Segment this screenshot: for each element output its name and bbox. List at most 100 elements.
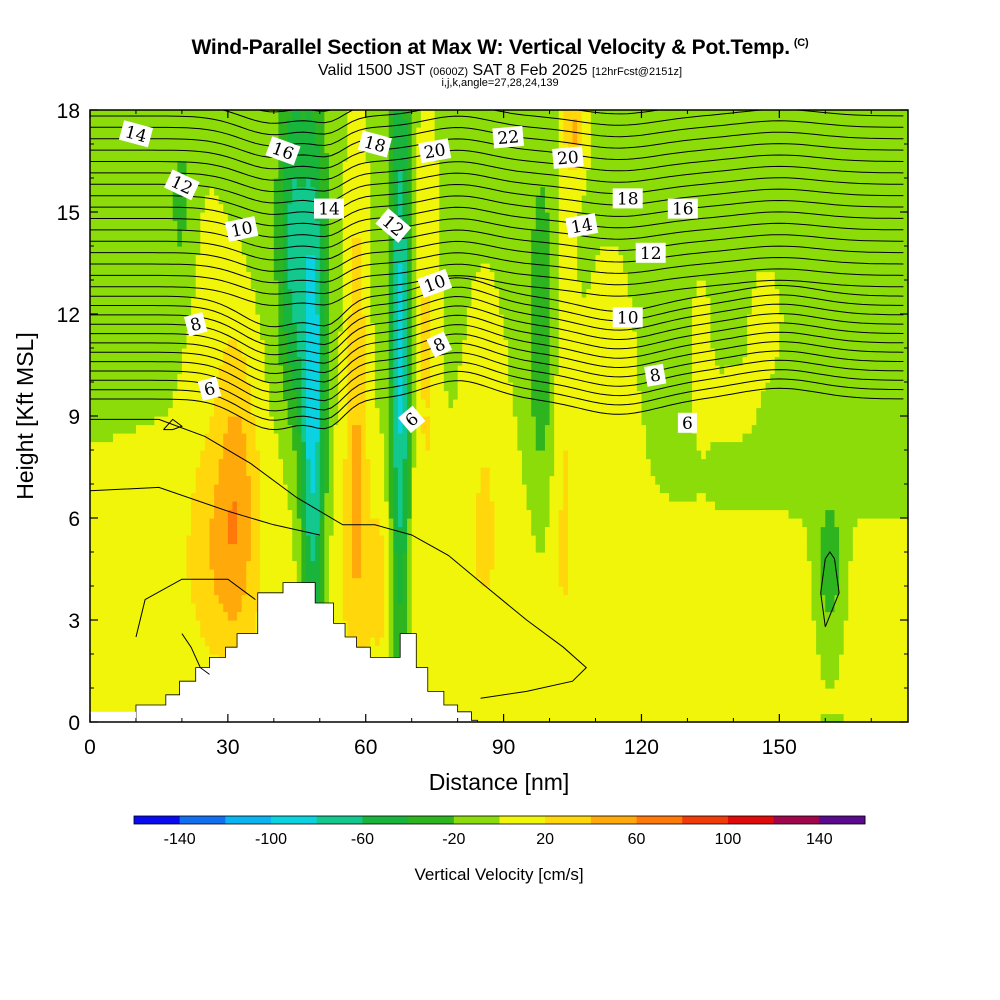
velocity-cell (296, 450, 302, 460)
velocity-cell (379, 424, 390, 434)
velocity-cell (512, 390, 532, 400)
velocity-cell (825, 509, 836, 519)
velocity-cell (319, 280, 325, 290)
velocity-cell (558, 263, 578, 273)
velocity-cell (328, 543, 344, 553)
contour-label-group: 6 (397, 405, 426, 434)
velocity-cell (558, 237, 578, 247)
velocity-cell (724, 365, 776, 375)
velocity-cell (186, 178, 275, 188)
velocity-cell (370, 492, 385, 502)
velocity-cell (324, 382, 330, 392)
contour-label-group: 10 (612, 307, 643, 328)
velocity-cell (466, 314, 505, 324)
velocity-cell (90, 365, 183, 375)
velocity-cell (416, 220, 440, 230)
velocity-cell (816, 645, 845, 655)
velocity-cell (416, 246, 440, 256)
velocity-cell (324, 263, 330, 273)
velocity-cell (333, 441, 348, 451)
velocity-cell (296, 475, 302, 485)
velocity-cell (296, 484, 302, 494)
velocity-cell (246, 450, 261, 460)
velocity-cell (287, 501, 298, 511)
velocity-cell (328, 416, 339, 426)
velocity-cell (650, 458, 908, 468)
velocity-cell (820, 535, 840, 545)
colorbar-swatch (499, 816, 546, 824)
velocity-cell (388, 501, 394, 511)
velocity-cell (90, 450, 201, 460)
velocity-cell (305, 280, 316, 290)
velocity-cell (494, 501, 528, 511)
velocity-cell (273, 246, 284, 256)
velocity-cell (283, 365, 293, 375)
velocity-cell (287, 212, 316, 222)
velocity-cell (319, 475, 325, 485)
velocity-cell (90, 671, 298, 681)
colorbar-swatch (271, 816, 318, 824)
colorbar-tick-label: 100 (715, 831, 742, 848)
contour-label: 16 (672, 200, 694, 220)
velocity-cell (191, 314, 261, 324)
velocity-cell (90, 254, 197, 264)
velocity-cell (393, 144, 408, 154)
velocity-cell (90, 118, 280, 128)
velocity-cell (558, 135, 564, 145)
velocity-cell (388, 475, 394, 485)
velocity-cell (567, 552, 808, 562)
velocity-cell (250, 484, 261, 494)
isentrope (90, 352, 904, 403)
colorbar-swatch (453, 816, 500, 824)
velocity-cell (351, 552, 362, 562)
velocity-cell (407, 484, 413, 494)
velocity-cell (388, 280, 394, 290)
velocity-cell (581, 144, 592, 154)
velocity-cell (370, 305, 390, 315)
velocity-cell (319, 373, 325, 383)
x-axis-title: Distance [nm] (429, 769, 570, 795)
velocity-cell (283, 152, 321, 162)
velocity-cell (420, 110, 436, 120)
velocity-cell (692, 373, 771, 383)
velocity-cell (351, 305, 362, 315)
velocity-cell (260, 484, 289, 494)
velocity-cell (351, 475, 362, 485)
velocity-cell (214, 577, 247, 587)
isentrope (90, 240, 904, 272)
velocity-cell (388, 314, 394, 324)
velocity-cell (407, 339, 413, 349)
velocity-cell (324, 280, 330, 290)
velocity-cell (328, 365, 339, 375)
velocity-cell (292, 305, 307, 315)
velocity-cell (310, 543, 316, 553)
velocity-cell (370, 637, 376, 647)
velocity-cell (333, 492, 344, 502)
velocity-cell (342, 535, 353, 545)
isentrope-low (181, 633, 210, 675)
velocity-cell (489, 475, 523, 485)
velocity-cell (296, 399, 302, 409)
velocity-cell (531, 373, 551, 383)
velocity-cell (305, 543, 312, 553)
velocity-cell (310, 178, 321, 188)
velocity-cell (692, 365, 721, 375)
velocity-cell (402, 501, 408, 511)
velocity-cell (692, 305, 711, 315)
velocity-cell (489, 569, 560, 579)
x-axis: 0 30 60 90 120 150 (84, 110, 872, 759)
velocity-cell (779, 339, 908, 349)
velocity-cell (361, 246, 371, 256)
velocity-cell (448, 399, 454, 409)
velocity-cell (177, 373, 220, 383)
velocity-cell (439, 237, 532, 247)
velocity-cell (296, 407, 302, 417)
velocity-cell (411, 356, 417, 366)
velocity-cell (549, 246, 560, 256)
velocity-cell (430, 399, 450, 409)
velocity-cell (384, 433, 390, 443)
velocity-cell (393, 467, 399, 477)
velocity-cell (586, 178, 908, 188)
velocity-cell (260, 509, 293, 519)
velocity-cell (283, 305, 293, 315)
